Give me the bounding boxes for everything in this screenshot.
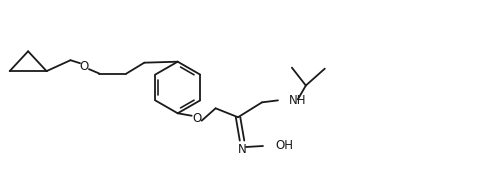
Text: NH: NH: [289, 94, 306, 107]
Text: O: O: [80, 60, 89, 73]
Text: O: O: [192, 112, 202, 125]
Text: OH: OH: [275, 140, 293, 152]
Text: N: N: [238, 143, 246, 156]
